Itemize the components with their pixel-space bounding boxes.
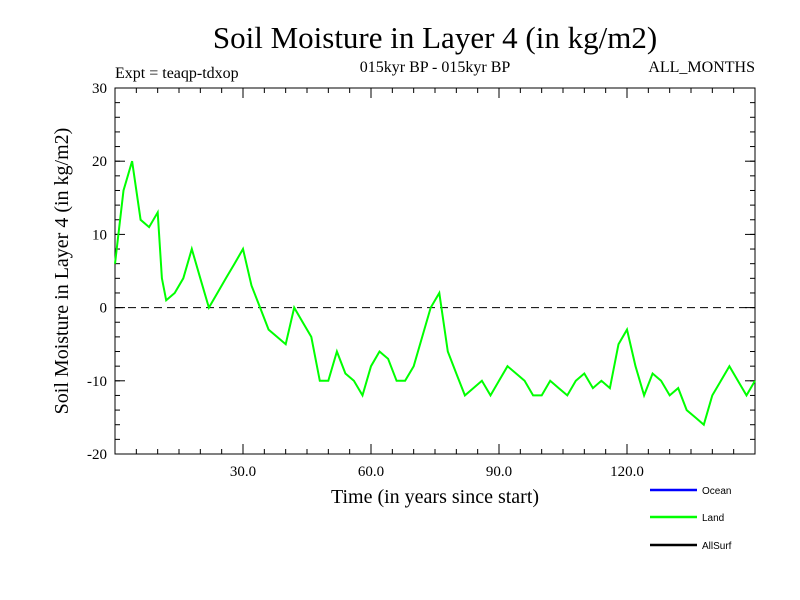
y-tick-label: -20 bbox=[87, 447, 107, 463]
series-line-land bbox=[114, 160, 756, 427]
x-tick-label: 120.0 bbox=[610, 464, 644, 480]
legend-label-ocean: Ocean bbox=[702, 486, 731, 497]
y-axis-label: Soil Moisture in Layer 4 (in kg/m2) bbox=[51, 128, 73, 415]
months-label: ALL_MONTHS bbox=[648, 59, 755, 76]
x-tick-label: 30.0 bbox=[230, 464, 256, 480]
period-label: 015kyr BP - 015kyr BP bbox=[360, 59, 511, 76]
y-tick-label: 30 bbox=[92, 81, 107, 97]
legend-label-allsurf: AllSurf bbox=[702, 541, 732, 552]
x-tick-label: 90.0 bbox=[486, 464, 512, 480]
y-tick-label: 10 bbox=[92, 227, 107, 243]
y-tick-labels: -20 -10 0 10 20 30 bbox=[87, 81, 107, 463]
legend: Ocean Land AllSurf bbox=[650, 486, 732, 552]
tick-marks bbox=[115, 87, 755, 455]
x-axis-label: Time (in years since start) bbox=[331, 486, 539, 508]
y-tick-label: 0 bbox=[100, 301, 108, 317]
legend-label-land: Land bbox=[702, 513, 724, 524]
chart-title: Soil Moisture in Layer 4 (in kg/m2) bbox=[213, 20, 657, 55]
x-tick-label: 60.0 bbox=[358, 464, 384, 480]
y-tick-label: 20 bbox=[92, 154, 107, 170]
plot-area bbox=[114, 87, 756, 455]
x-tick-labels: 30.0 60.0 90.0 120.0 bbox=[230, 464, 644, 480]
y-tick-label: -10 bbox=[87, 374, 107, 390]
experiment-label: Expt = teaqp-tdxop bbox=[115, 65, 239, 82]
